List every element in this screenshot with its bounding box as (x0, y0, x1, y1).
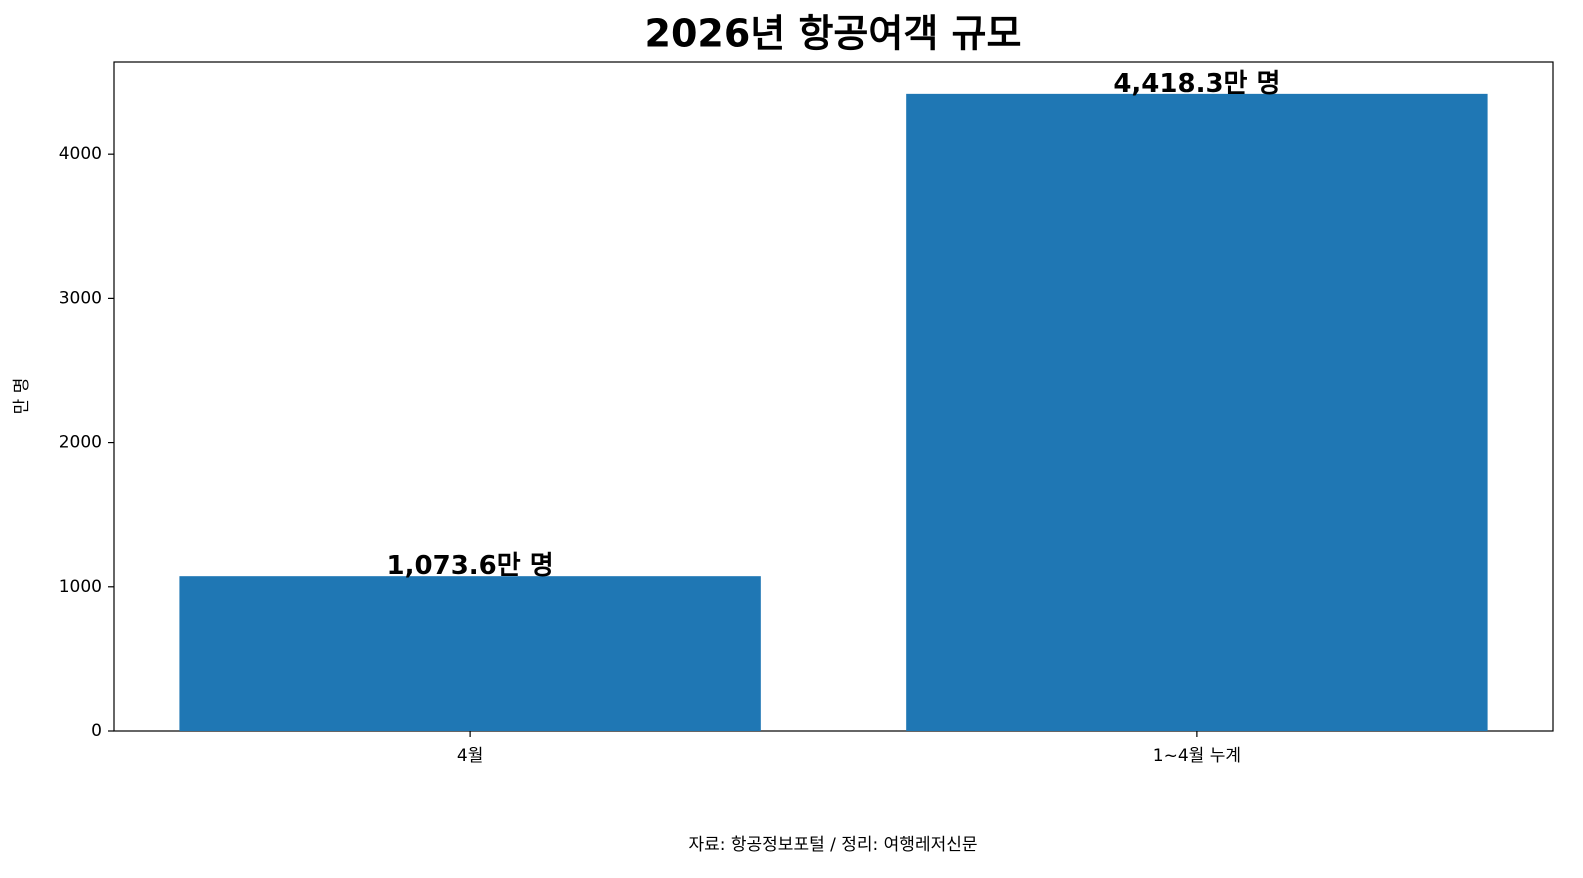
y-tick-label: 0 (91, 721, 102, 741)
x-tick-label: 1~4월 누계 (1153, 746, 1241, 766)
y-tick-label: 1000 (59, 577, 102, 597)
bar (179, 576, 761, 731)
x-tick-label: 4월 (457, 746, 483, 766)
plot-frame (113, 61, 1554, 732)
value-label: 4,418.3만 명 (1113, 69, 1280, 99)
chart-title: 2026년 항공여객 규모 (645, 12, 1022, 56)
source-note: 자료: 항공정보포털 / 정리: 여행레저신문 (688, 835, 977, 855)
bar (906, 93, 1488, 731)
y-tick-label: 2000 (59, 433, 102, 453)
y-tick-label: 3000 (59, 288, 102, 308)
value-label: 1,073.6만 명 (387, 551, 554, 581)
y-tick-label: 4000 (59, 144, 102, 164)
y-axis-label: 만 명 (12, 378, 32, 415)
